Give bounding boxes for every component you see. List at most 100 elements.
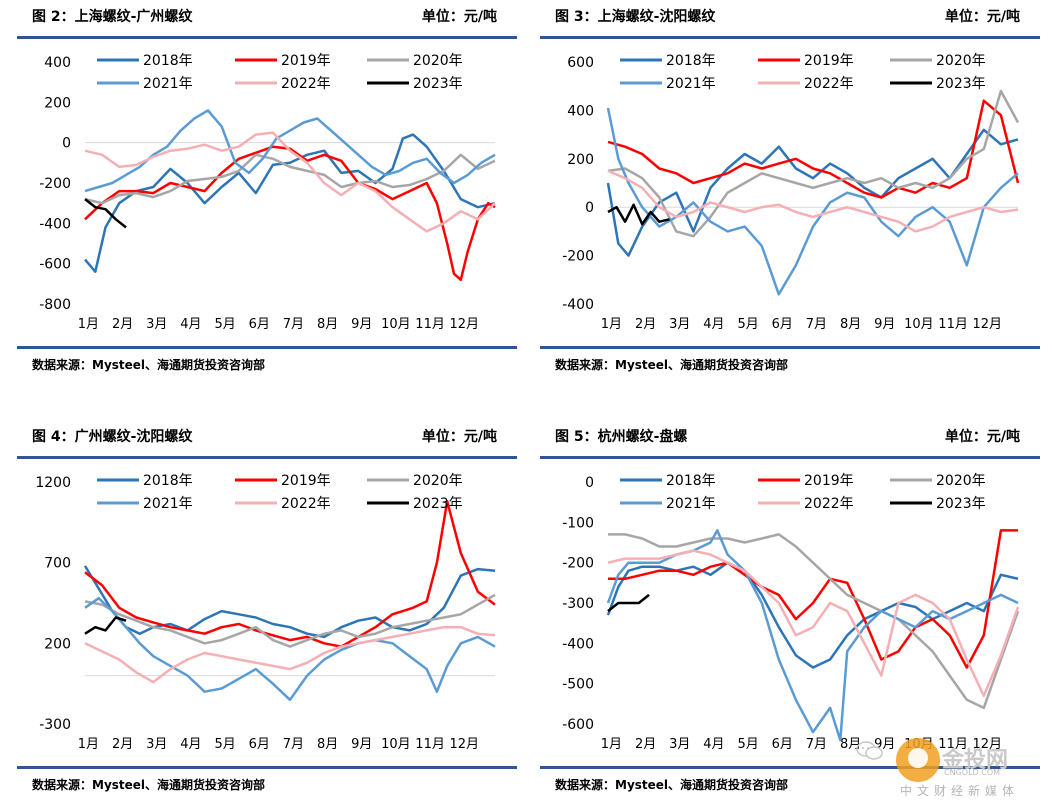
x-tick-label: 8月: [840, 317, 861, 332]
line-chart: 600 400 200 0 -200 -400 1月 2月 3月 4月 5月 6月 7月 8月 9月 10月 1…: [562, 53, 1020, 332]
y-tick-label: 200: [567, 152, 594, 168]
legend-label-2023: 2023年: [936, 76, 986, 92]
x-tick-label: 8月: [840, 737, 861, 752]
series-line-2019: [608, 529, 1018, 669]
y-tick-label: -400: [562, 297, 594, 313]
y-tick-label: 400: [44, 55, 71, 71]
x-tick-label: 4月: [180, 317, 201, 332]
legend-label-2021: 2021年: [143, 496, 193, 512]
y-tick-label: -500: [562, 677, 594, 693]
legend-label-2023: 2023年: [936, 496, 986, 512]
x-tick-label: 1月: [601, 317, 622, 332]
x-tick-label: 2月: [635, 737, 656, 752]
x-tick-label: 5月: [737, 737, 758, 752]
x-tick-label: 9月: [874, 317, 895, 332]
y-tick-label: -200: [562, 249, 594, 265]
title-rule: [17, 36, 517, 39]
legend-label-2023: 2023年: [413, 496, 463, 512]
line-chart: 400 200 0 -200 -400 -600 -800 1月 2月 3月 4月 5月 6月 7月 8月 9…: [39, 53, 496, 332]
legend-label-2020: 2020年: [936, 53, 986, 69]
x-tick-label: 8月: [317, 737, 338, 752]
chart-title: 图 5：杭州螺纹-盘螺: [555, 429, 688, 445]
x-tick-label: 4月: [703, 317, 724, 332]
series-line-2023: [607, 593, 650, 613]
source-rule: [540, 346, 1040, 349]
legend-label-2020: 2020年: [413, 473, 463, 489]
x-tick-label: 1月: [78, 737, 99, 752]
legend-label-2018: 2018年: [143, 473, 193, 489]
legend-label-2020: 2020年: [413, 53, 463, 69]
chart-title: 图 4：广州螺纹-沈阳螺纹: [32, 429, 193, 445]
x-tick-label: 12月: [972, 317, 1002, 332]
x-tick-label: 11月: [938, 317, 968, 332]
chart-panel-shanghai-guangzhou: 图 2：上海螺纹-广州螺纹 单位：元/吨 400 200 0 -200 -400 -600…: [17, 0, 517, 380]
series-line-2021: [84, 596, 496, 702]
y-tick-label: 200: [44, 636, 71, 652]
x-tick-label: 3月: [146, 317, 167, 332]
watermark: 金投网 CNGOLD.COM 中文财经新媒体: [878, 734, 1038, 800]
y-tick-label: 200: [44, 95, 71, 111]
legend-label-2022: 2022年: [804, 76, 854, 92]
series-line-2023: [84, 198, 127, 229]
legend-label-2021: 2021年: [666, 76, 716, 92]
x-tick-label: 12月: [449, 317, 479, 332]
x-tick-label: 4月: [180, 737, 201, 752]
legend-label-2018: 2018年: [666, 473, 716, 489]
x-tick-label: 3月: [669, 317, 690, 332]
x-tick-label: 2月: [112, 737, 133, 752]
y-tick-label: -300: [39, 717, 71, 733]
x-tick-label: 1月: [78, 317, 99, 332]
legend-label-2018: 2018年: [666, 53, 716, 69]
x-tick-label: 9月: [351, 737, 372, 752]
series-line-2018: [84, 133, 496, 273]
x-tick-label: 5月: [214, 317, 235, 332]
y-tick-label: -600: [39, 257, 71, 273]
x-tick-label: 12月: [449, 737, 479, 752]
series-line-2020: [608, 533, 1020, 710]
x-tick-label: 7月: [806, 737, 827, 752]
series-line-2023: [607, 203, 670, 226]
title-rule: [540, 36, 1040, 39]
series-line-2020: [607, 89, 1020, 238]
series-line-2023: [84, 616, 127, 635]
source-note: 数据来源：Mysteel、海通期货投资咨询部: [555, 778, 789, 792]
y-tick-label: -400: [39, 216, 71, 232]
source-rule: [540, 766, 1040, 769]
y-tick-label: 0: [585, 200, 594, 216]
x-tick-label: 10月: [381, 317, 411, 332]
series-line-2019: [84, 500, 496, 648]
y-tick-label: 1200: [35, 475, 71, 491]
legend-label-2020: 2020年: [936, 473, 986, 489]
x-tick-label: 8月: [317, 317, 338, 332]
series-line-2021: [606, 529, 1019, 742]
chart-unit: 单位：元/吨: [421, 9, 497, 25]
watermark-subtitle: 中文财经新媒体: [900, 784, 1020, 798]
source-rule: [17, 766, 517, 769]
y-tick-label: -200: [562, 556, 594, 572]
x-tick-label: 6月: [772, 317, 793, 332]
series-line-2019: [607, 99, 1020, 199]
wechat-icon: [856, 741, 883, 760]
series-line-2022: [607, 549, 1020, 698]
legend-label-2022: 2022年: [281, 76, 331, 92]
y-tick-label: -300: [562, 596, 594, 612]
line-chart: 1200 700 200 -300 1月 2月 3月 4月 5月 6月 7月 8月 9月 10月 11月 12…: [35, 473, 496, 752]
y-tick-label: 400: [567, 103, 594, 119]
legend-label-2018: 2018年: [143, 53, 193, 69]
x-tick-label: 10月: [904, 317, 934, 332]
x-tick-label: 11月: [415, 737, 445, 752]
source-note: 数据来源：Mysteel、海通期货投资咨询部: [32, 358, 266, 372]
chart-title: 图 2：上海螺纹-广州螺纹: [32, 9, 193, 25]
legend-label-2021: 2021年: [143, 76, 193, 92]
legend-label-2021: 2021年: [666, 496, 716, 512]
y-tick-label: 600: [567, 55, 594, 71]
x-tick-label: 3月: [669, 737, 690, 752]
y-tick-label: -100: [562, 515, 594, 531]
series-line-2022: [84, 625, 496, 684]
y-tick-label: -200: [39, 176, 71, 192]
series-line-2021: [606, 107, 1019, 296]
series-line-2019: [84, 145, 496, 282]
x-tick-label: 7月: [283, 317, 304, 332]
series-line-2020: [84, 153, 496, 205]
x-tick-label: 7月: [806, 317, 827, 332]
